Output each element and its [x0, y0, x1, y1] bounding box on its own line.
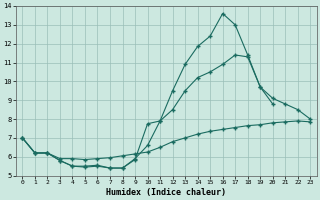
X-axis label: Humidex (Indice chaleur): Humidex (Indice chaleur): [106, 188, 226, 197]
